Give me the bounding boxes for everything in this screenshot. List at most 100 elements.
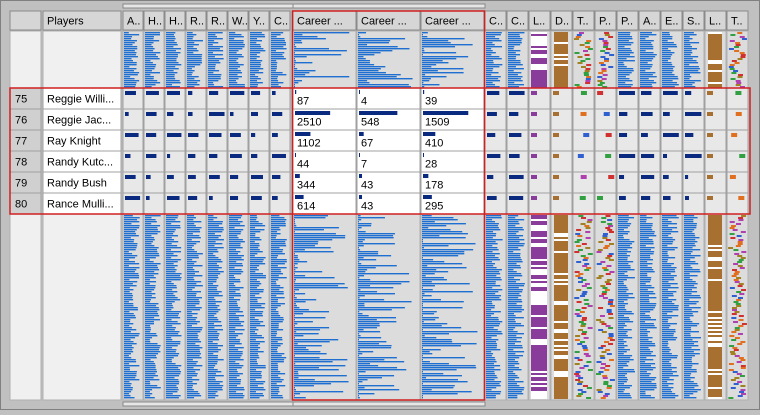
column-header-label: Players (47, 15, 84, 27)
context-bar (422, 397, 423, 399)
table-cell[interactable] (594, 129, 617, 152)
context-bar (145, 377, 154, 379)
column-header[interactable] (704, 10, 727, 31)
context-bar (605, 239, 611, 241)
context-bar (208, 385, 224, 387)
context-bar (250, 56, 260, 58)
context-bar (730, 237, 736, 239)
context-bar (358, 34, 359, 36)
column-header[interactable] (164, 10, 186, 31)
context-bar (124, 265, 129, 267)
context-bar (531, 295, 547, 297)
context-bar (508, 397, 518, 399)
context-bar (618, 337, 633, 339)
context-bar (271, 52, 285, 54)
context-bar (294, 277, 335, 279)
column-header[interactable] (9, 10, 42, 31)
context-bar (618, 379, 628, 381)
context-column (185, 30, 207, 89)
context-bar (486, 40, 502, 42)
context-bar (486, 217, 502, 219)
column-header[interactable] (206, 10, 228, 31)
context-bar (508, 299, 522, 301)
context-bar (662, 279, 675, 281)
context-bar (486, 46, 503, 48)
context-bar (166, 319, 172, 321)
column-header[interactable] (528, 10, 551, 31)
context-bar (708, 66, 722, 68)
context-bar (358, 40, 391, 42)
cell-bar (597, 91, 604, 95)
context-bar (208, 307, 218, 309)
cell-bar (685, 91, 692, 95)
context-bar (358, 42, 389, 44)
context-bar (229, 343, 242, 345)
context-bar (508, 325, 524, 327)
context-bar (271, 54, 283, 56)
column-header[interactable] (227, 10, 249, 31)
context-bar (708, 261, 722, 263)
context-bar (422, 351, 430, 353)
column-header[interactable] (638, 10, 661, 31)
context-bar (601, 323, 607, 325)
context-bar (124, 217, 140, 219)
scroll-tab[interactable] (292, 401, 486, 407)
column-header[interactable] (550, 10, 573, 31)
context-bar (422, 237, 466, 239)
context-bar (166, 363, 176, 365)
context-bar (229, 393, 244, 395)
context-bar (640, 215, 647, 217)
context-bar (554, 319, 568, 321)
context-bar (124, 233, 137, 235)
context-bar (684, 265, 691, 267)
scroll-tab[interactable] (122, 401, 294, 407)
column-header[interactable] (248, 10, 270, 31)
column-header[interactable] (682, 10, 705, 31)
context-bar (486, 325, 500, 327)
context-bar (618, 295, 629, 297)
column-header[interactable] (660, 10, 683, 31)
context-bar (531, 267, 547, 269)
cell-bar (272, 91, 276, 95)
context-bar (145, 215, 161, 217)
context-bar (294, 301, 306, 303)
scroll-tab[interactable] (292, 3, 486, 9)
cell-bar (663, 175, 669, 179)
context-bar (187, 40, 203, 42)
context-bar (582, 265, 588, 267)
context-bar (684, 62, 699, 64)
career-bar (359, 111, 398, 115)
context-bar (358, 281, 410, 283)
career-bar (359, 132, 364, 136)
table-cell[interactable] (726, 129, 749, 152)
context-bar (166, 341, 181, 343)
table-cell[interactable] (726, 192, 749, 215)
column-header[interactable] (269, 10, 291, 31)
context-bar (208, 331, 218, 333)
column-header[interactable] (506, 10, 529, 31)
context-bar (294, 383, 332, 385)
column-header[interactable] (616, 10, 639, 31)
context-bar (422, 357, 465, 359)
context-bar (145, 68, 155, 70)
context-bar (554, 385, 568, 387)
context-bar (531, 379, 547, 381)
context-bar (166, 379, 179, 381)
context-bar (576, 261, 582, 263)
column-header[interactable] (726, 10, 749, 31)
column-header[interactable] (122, 10, 144, 31)
column-header[interactable] (143, 10, 165, 31)
context-bar (124, 347, 134, 349)
context-bar (729, 221, 735, 223)
column-header[interactable] (572, 10, 595, 31)
context-bar (486, 275, 497, 277)
context-bar (208, 389, 223, 391)
context-bar (531, 367, 547, 369)
context-bar (640, 271, 655, 273)
column-header[interactable] (42, 10, 122, 31)
column-header[interactable] (594, 10, 617, 31)
cell-bar (707, 154, 713, 158)
column-header[interactable] (185, 10, 207, 31)
scroll-tab[interactable] (122, 3, 294, 9)
context-bar (124, 227, 140, 229)
